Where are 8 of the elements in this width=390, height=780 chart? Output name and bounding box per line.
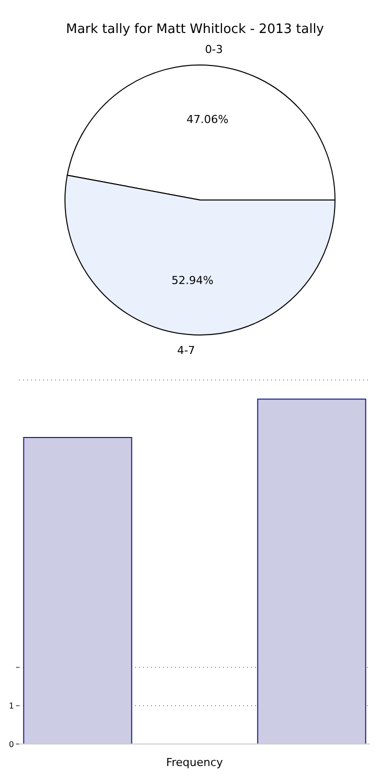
data-label: 47.06% xyxy=(186,112,228,126)
y-tick-label: 0 xyxy=(8,740,14,749)
chart-title: Mark tally for Matt Whitlock - 2013 tally xyxy=(64,22,325,37)
x-axis-title: Frequency xyxy=(166,756,224,769)
data-label: 52.94% xyxy=(172,274,214,288)
slice-label: 0-3 xyxy=(204,43,223,56)
slice-label: 4-7 xyxy=(177,344,196,357)
y-tick-label: 1 xyxy=(8,702,14,711)
